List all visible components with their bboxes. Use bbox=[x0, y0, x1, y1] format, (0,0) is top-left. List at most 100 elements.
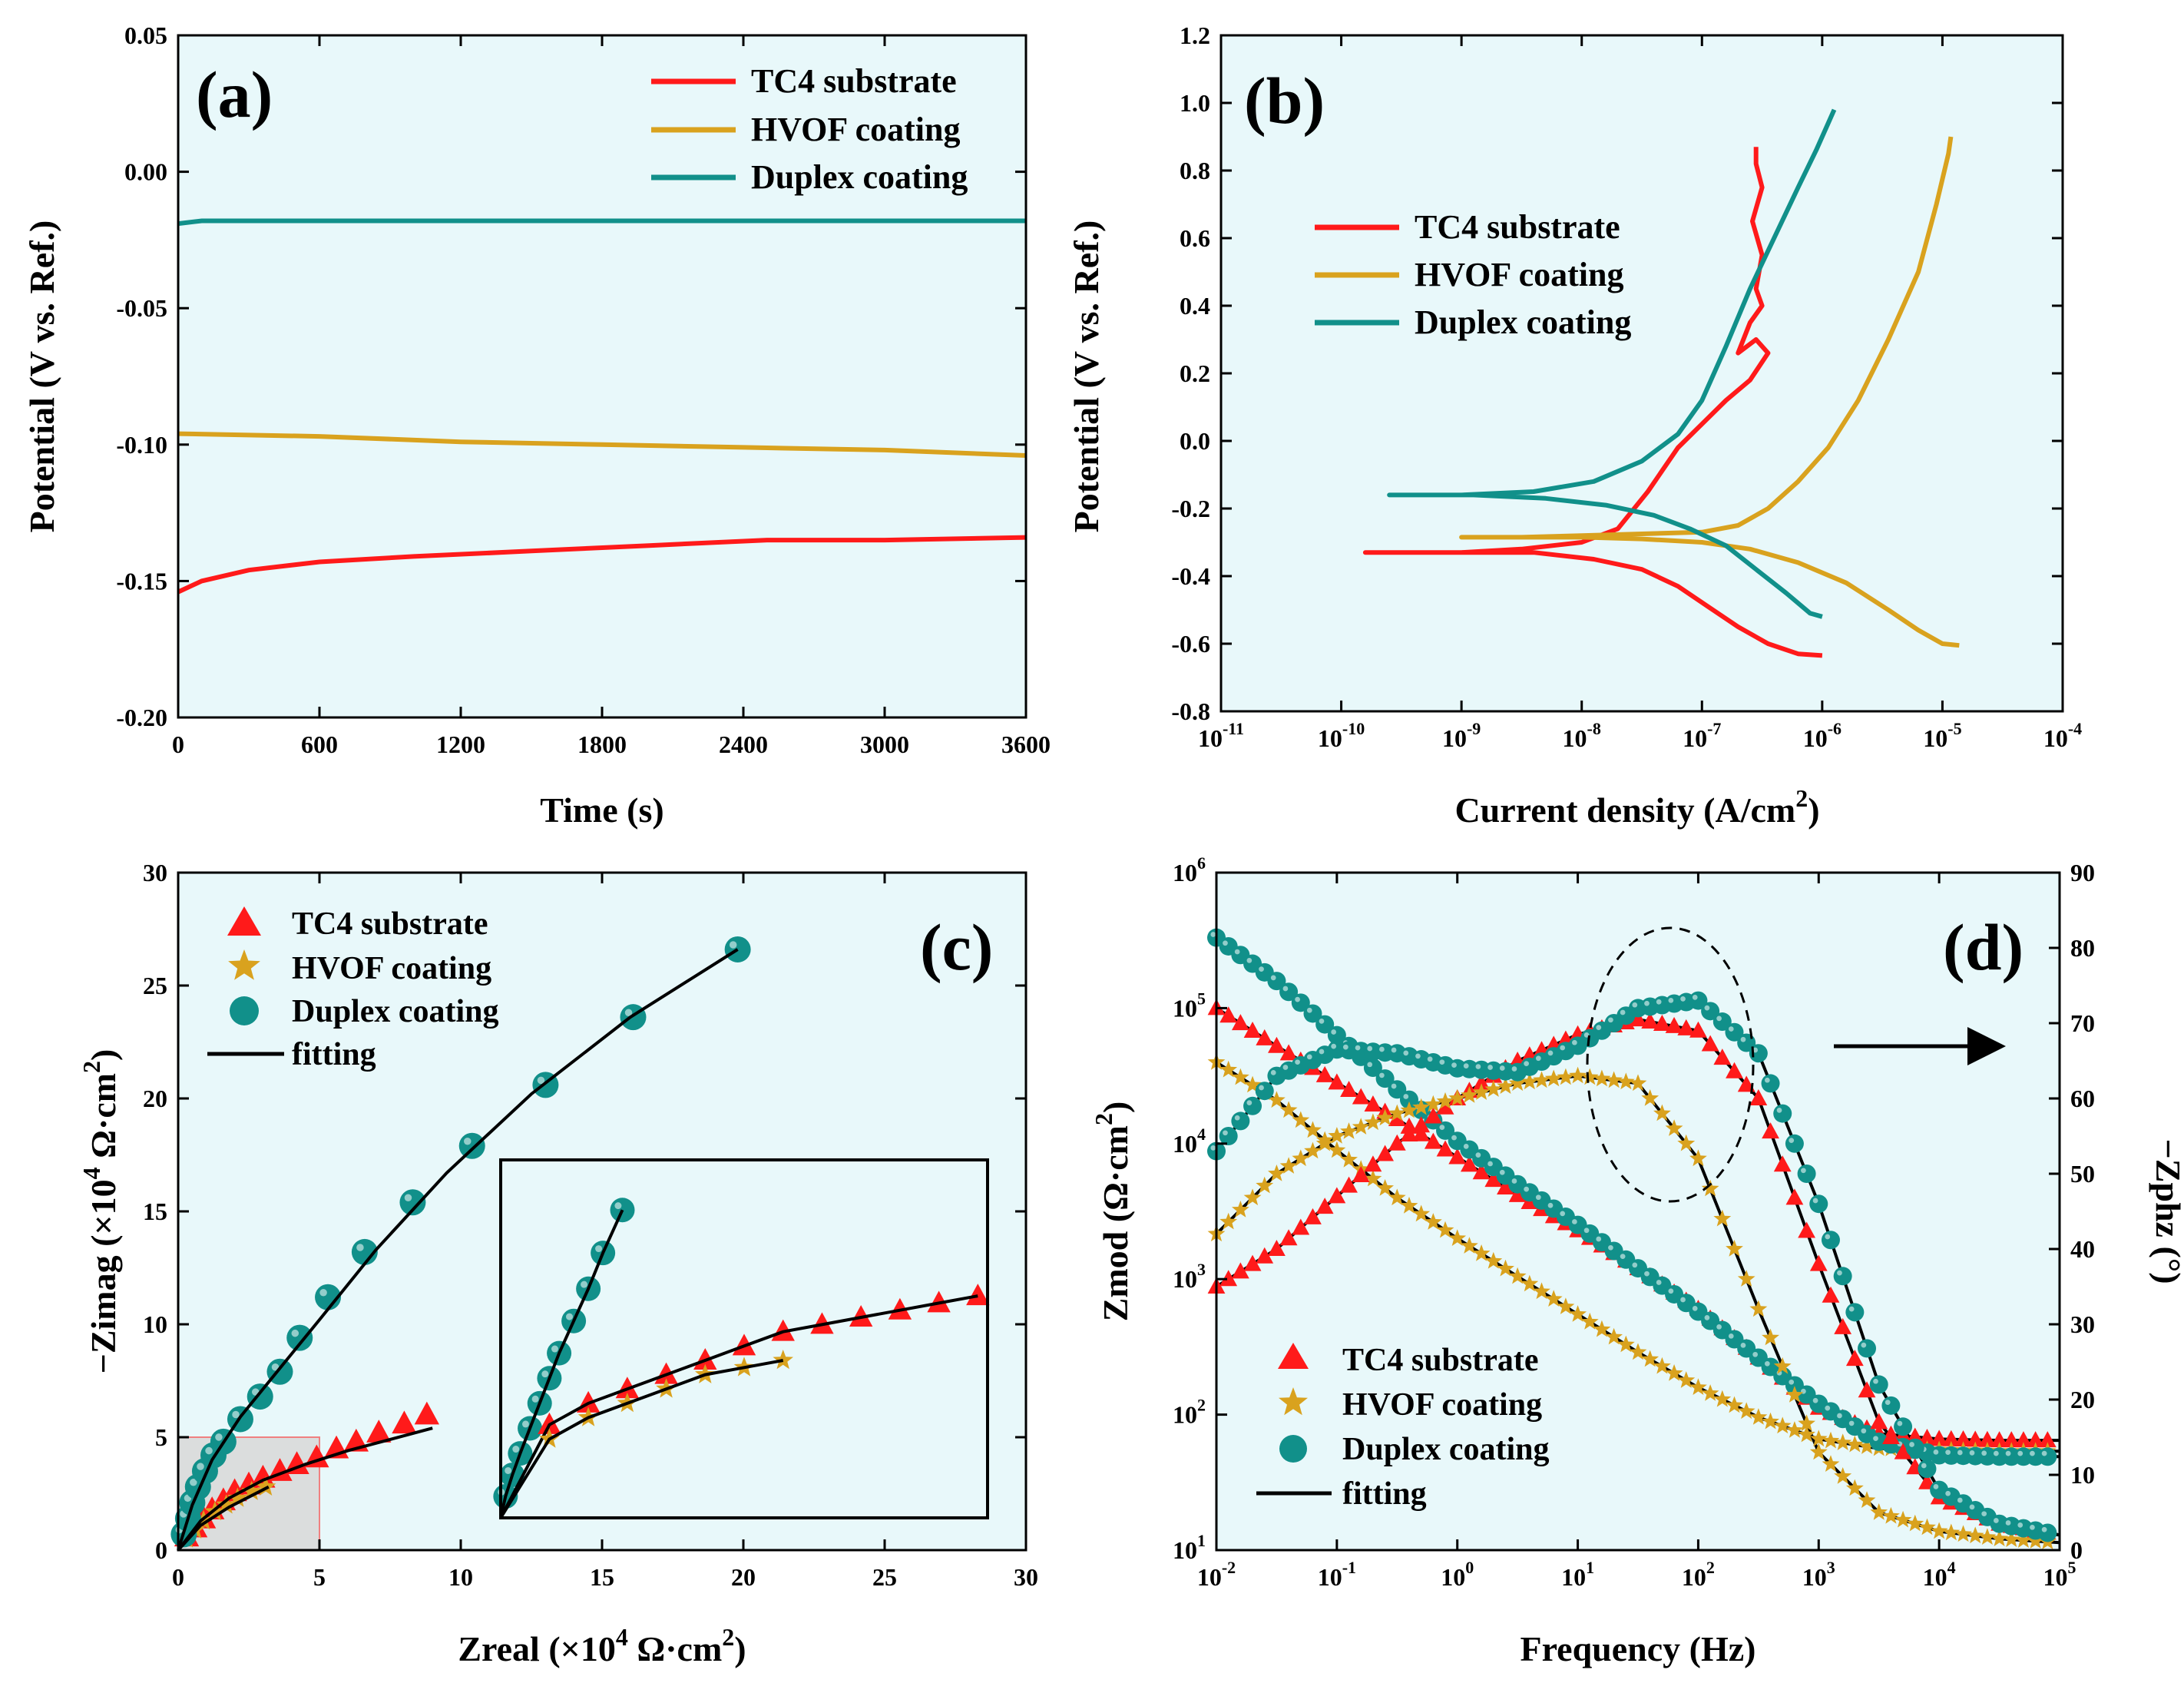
inset-fit-duplex bbox=[499, 1209, 624, 1519]
point-d-modulus-duplex-highlight bbox=[1511, 1178, 1517, 1184]
point-d-modulus-duplex-highlight bbox=[1583, 1228, 1590, 1234]
point-d-modulus-duplex-highlight bbox=[1560, 1211, 1566, 1217]
panel-a-label: (a) bbox=[196, 58, 273, 131]
point-d-phase-hvof bbox=[1858, 1491, 1876, 1508]
point-d-phase-tc4 bbox=[1340, 1176, 1358, 1193]
point-d-phase-hvof bbox=[1461, 1086, 1478, 1103]
point-d-modulus-hvof bbox=[1845, 1435, 1864, 1453]
point-d-modulus-duplex-highlight bbox=[1716, 1324, 1722, 1330]
point-d-modulus-hvof bbox=[1521, 1274, 1539, 1292]
point-d-modulus-duplex-highlight bbox=[1403, 1094, 1409, 1099]
point-d-phase-duplex-highlight bbox=[1620, 1009, 1626, 1015]
point-d-modulus-duplex-highlight bbox=[1632, 1262, 1638, 1268]
point-d-modulus-duplex-highlight bbox=[1223, 940, 1228, 946]
point-d-modulus-hvof bbox=[1544, 1290, 1563, 1307]
x-tick-label: 10-11 bbox=[1198, 719, 1244, 752]
point-d-modulus-duplex-highlight bbox=[1572, 1219, 1577, 1224]
point-d-modulus-hvof bbox=[1268, 1091, 1286, 1108]
point-d-modulus-duplex-highlight bbox=[1463, 1144, 1469, 1149]
point-d-phase-hvof bbox=[1773, 1357, 1792, 1374]
x-tick-label: 10-9 bbox=[1442, 719, 1481, 752]
point-d-modulus-duplex-highlight bbox=[1848, 1420, 1855, 1426]
point-d-phase-hvof bbox=[1484, 1080, 1503, 1097]
point-d-modulus-hvof bbox=[1689, 1378, 1707, 1395]
x-tick-base: 10 bbox=[1442, 724, 1467, 752]
y-tick-label: -0.05 bbox=[116, 294, 167, 322]
point-c-duplex bbox=[458, 1132, 485, 1159]
panel-c-inset bbox=[493, 1158, 990, 1519]
series-line-a-2 bbox=[177, 218, 1026, 227]
point-d-modulus-hvof bbox=[1798, 1425, 1815, 1443]
point-d-modulus-hvof bbox=[1616, 1335, 1635, 1353]
x-tick-base: 10 bbox=[1561, 1563, 1586, 1591]
point-d-modulus-duplex-highlight bbox=[1873, 1436, 1878, 1442]
point-d-phase-tc4 bbox=[1834, 1317, 1852, 1334]
y-tick-label: 0.4 bbox=[1180, 292, 1210, 320]
point-d-phase-tc4 bbox=[1858, 1381, 1876, 1398]
legend-a-duplex-label: Duplex coating bbox=[751, 158, 968, 196]
legend-c-hvof-label: HVOF coating bbox=[292, 951, 491, 986]
panel-d-ylabel-right: −Zphz (°) bbox=[2149, 1138, 2184, 1284]
point-d-modulus-duplex-highlight bbox=[1270, 975, 1276, 981]
point-d-modulus-duplex-highlight bbox=[1728, 1333, 1734, 1339]
point-d-modulus-hvof bbox=[1243, 1075, 1262, 1093]
point-c-hvof bbox=[216, 1494, 237, 1514]
point-d-phase-duplex-highlight bbox=[1403, 1050, 1409, 1056]
point-d-modulus-duplex-highlight bbox=[1752, 1351, 1759, 1357]
point-d-modulus-duplex-highlight bbox=[1608, 1244, 1613, 1251]
point-d-phase-duplex-highlight bbox=[1608, 1017, 1613, 1023]
legend-c-duplex-marker bbox=[230, 996, 259, 1025]
legend-c-tc4-marker bbox=[227, 906, 261, 936]
point-d-phase-tc4 bbox=[1894, 1443, 1912, 1459]
y-tick-base: 10 bbox=[1173, 1401, 1197, 1429]
fit-line-c-0 bbox=[177, 1426, 433, 1552]
inset-point-hvof bbox=[773, 1350, 793, 1370]
point-d-phase-duplex-highlight bbox=[1223, 1130, 1228, 1136]
point-d-phase-tc4 bbox=[1822, 1286, 1840, 1303]
point-d-phase-hvof bbox=[1942, 1523, 1961, 1541]
x-tick-base: 10 bbox=[1198, 724, 1223, 752]
point-d-modulus-duplex-highlight bbox=[1789, 1379, 1795, 1385]
point-d-phase-tc4 bbox=[1219, 1270, 1238, 1287]
y-tick-label: 0.0 bbox=[1180, 427, 1210, 455]
y-tick-label: 0.8 bbox=[1180, 157, 1210, 184]
point-d-phase-hvof bbox=[1328, 1127, 1346, 1144]
panel-b-legend: TC4 substrate HVOF coating Duplex coatin… bbox=[1315, 208, 1631, 341]
point-d-phase-duplex bbox=[2038, 1523, 2057, 1542]
point-d-phase-hvof bbox=[1749, 1300, 1768, 1317]
y-tick-label: 0.00 bbox=[124, 158, 167, 186]
legend-d-duplex-marker bbox=[1279, 1435, 1307, 1463]
x-tick-base: 10 bbox=[1923, 724, 1947, 752]
point-d-phase-hvof bbox=[1472, 1083, 1491, 1100]
point-d-modulus-duplex-highlight bbox=[1524, 1186, 1529, 1192]
x-tick-base: 10 bbox=[1923, 1563, 1947, 1591]
x-tick-label: 102 bbox=[1682, 1558, 1715, 1591]
inset-point-tc4 bbox=[966, 1284, 990, 1306]
point-d-phase-tc4 bbox=[1412, 1116, 1431, 1133]
point-d-modulus-duplex-highlight bbox=[1535, 1194, 1541, 1201]
point-d-phase-hvof bbox=[1232, 1201, 1249, 1218]
point-d-modulus-duplex-highlight bbox=[1668, 1288, 1674, 1294]
y-tick-label: -0.15 bbox=[116, 567, 167, 595]
point-c-duplex-highlight bbox=[205, 1446, 213, 1455]
point-d-phase-tc4 bbox=[1689, 1021, 1707, 1038]
y-tick-label: 15 bbox=[143, 1198, 167, 1225]
point-d-phase-duplex-highlight bbox=[1909, 1442, 1914, 1447]
y-tick-label: 20 bbox=[143, 1085, 167, 1112]
point-d-phase-duplex-highlight bbox=[1994, 1518, 1999, 1523]
point-d-phase-duplex bbox=[1858, 1339, 1877, 1358]
point-d-phase-duplex-highlight bbox=[1740, 1036, 1746, 1042]
point-d-phase-duplex-highlight bbox=[1475, 1064, 1481, 1069]
point-d-phase-duplex-highlight bbox=[1560, 1045, 1566, 1051]
panel-a-ticks: 0 600 1200 1800 2400 3000 3600 -0.20 -0.15 -0.10 -… bbox=[116, 22, 1051, 758]
point-d-phase-tc4 bbox=[1701, 1035, 1719, 1052]
point-d-phase-duplex-highlight bbox=[1957, 1497, 1963, 1503]
point-d-phase-duplex-highlight bbox=[1981, 1511, 1987, 1517]
point-d-phase-duplex-highlight bbox=[1596, 1025, 1602, 1030]
point-d-modulus-tc4 bbox=[1364, 1095, 1382, 1112]
point-d-phase-hvof bbox=[1533, 1071, 1550, 1088]
legend-c-hvof-marker bbox=[228, 949, 260, 980]
point-d-phase-hvof bbox=[1966, 1526, 1984, 1544]
y-tick-label: 30 bbox=[143, 859, 167, 886]
panel-c-xlabel: Zreal (×104 Ω·cm2) bbox=[458, 1623, 746, 1668]
